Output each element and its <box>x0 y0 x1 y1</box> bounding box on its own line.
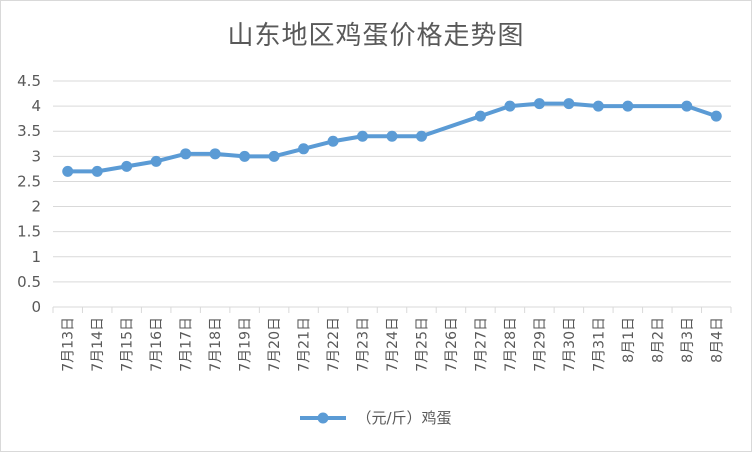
x-tick-label: 8月4日 <box>709 317 725 363</box>
data-point <box>533 98 545 110</box>
x-tick-label: 7月28日 <box>503 317 519 372</box>
data-point <box>150 155 162 167</box>
y-tick-label: 1.5 <box>17 223 41 241</box>
data-point <box>239 150 251 162</box>
x-tick-label: 7月15日 <box>120 317 136 372</box>
x-tick-label: 7月26日 <box>444 317 460 372</box>
y-tick-label: 4 <box>31 97 41 115</box>
legend-swatch <box>300 412 347 423</box>
data-point <box>180 148 192 160</box>
x-tick-label: 7月17日 <box>179 317 195 372</box>
data-point <box>298 143 310 155</box>
x-tick-label: 7月13日 <box>61 317 77 372</box>
data-point <box>681 100 693 112</box>
x-tick-label: 8月1日 <box>621 317 637 363</box>
chart-title: 山东地区鸡蛋价格走势图 <box>227 21 525 51</box>
y-tick-label: 2.5 <box>17 172 41 190</box>
data-point <box>268 150 280 162</box>
data-point <box>415 130 427 142</box>
x-tick-label: 7月14日 <box>90 317 106 372</box>
y-tick-label: 0 <box>31 298 41 316</box>
data-point <box>91 165 103 177</box>
data-point <box>327 135 339 147</box>
data-point <box>357 130 369 142</box>
plot-area: 0 0.5 1 1.5 2 2.5 3 3.5 4 4.5 7月13日 7月14日 7月15日 7月16日… <box>17 72 732 372</box>
x-tick-label: 7月31日 <box>591 317 607 372</box>
x-tick-label: 8月3日 <box>680 317 696 363</box>
y-tick-label: 3 <box>31 147 41 165</box>
data-point <box>209 148 221 160</box>
data-point <box>121 160 133 172</box>
x-tick-label: 7月21日 <box>297 317 313 372</box>
y-tick-label: 1 <box>31 248 41 266</box>
legend-label: （元/斤）鸡蛋 <box>356 409 452 427</box>
legend: （元/斤）鸡蛋 <box>1 407 751 428</box>
x-tick-label: 7月29日 <box>532 317 548 372</box>
x-tick-label: 7月22日 <box>326 317 342 372</box>
data-point <box>474 110 486 122</box>
data-point <box>710 110 722 122</box>
x-tick-label: 7月25日 <box>414 317 430 372</box>
x-tick-label: 7月19日 <box>238 317 254 372</box>
x-tick-label: 7月20日 <box>267 317 283 372</box>
x-tick-label: 8月2日 <box>650 317 666 363</box>
y-tick-label: 2 <box>31 198 41 216</box>
y-tick-label: 0.5 <box>17 273 41 291</box>
data-point <box>386 130 398 142</box>
y-tick-label: 3.5 <box>17 122 41 140</box>
x-tick-label: 7月27日 <box>473 317 489 372</box>
data-point <box>504 100 516 112</box>
data-point <box>563 98 575 110</box>
x-tick-label: 7月24日 <box>385 317 401 372</box>
data-point <box>622 100 634 112</box>
data-point <box>62 165 74 177</box>
x-tick-label: 7月18日 <box>208 317 224 372</box>
data-point <box>592 100 604 112</box>
x-tick-label: 7月16日 <box>149 317 165 372</box>
x-tick-label: 7月30日 <box>562 317 578 372</box>
x-tick-label: 7月23日 <box>356 317 372 372</box>
y-tick-label: 4.5 <box>17 72 41 90</box>
